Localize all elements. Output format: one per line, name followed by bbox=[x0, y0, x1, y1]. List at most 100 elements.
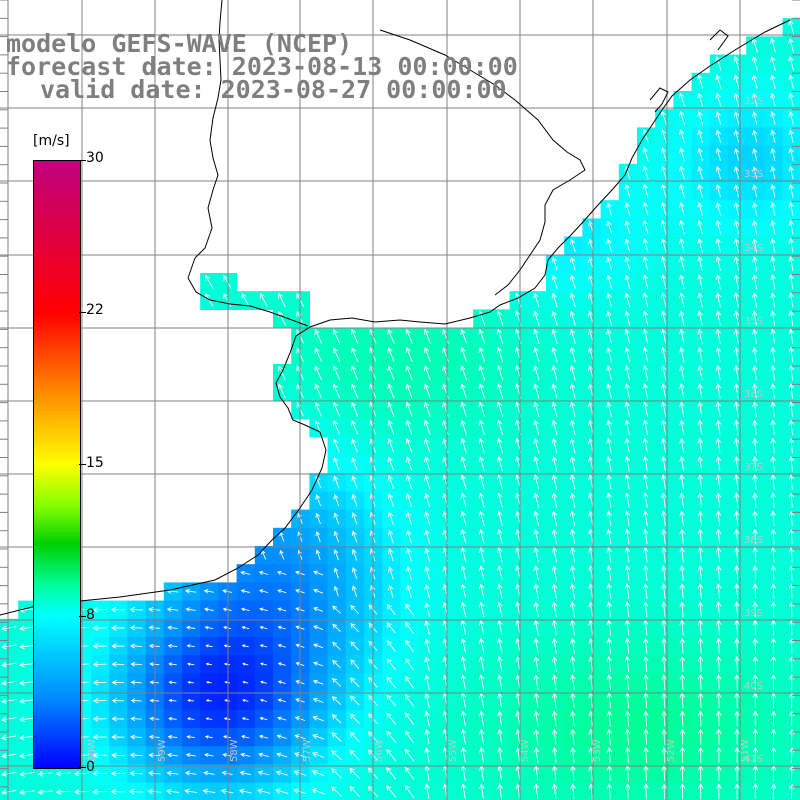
wind-arrow bbox=[606, 220, 613, 234]
wind-arrow bbox=[715, 510, 722, 527]
wind-arrow bbox=[715, 346, 722, 363]
wind-arrow bbox=[332, 329, 341, 344]
wind-arrow bbox=[315, 549, 321, 561]
ocean-cell bbox=[236, 782, 256, 800]
wind-arrow bbox=[331, 696, 342, 706]
wind-arrow bbox=[92, 734, 107, 740]
wind-arrow bbox=[661, 510, 667, 527]
wind-arrow bbox=[679, 110, 686, 126]
wind-arrow bbox=[460, 783, 467, 800]
wind-arrow bbox=[697, 183, 703, 198]
wind-arrow bbox=[279, 549, 285, 560]
wind-arrow bbox=[404, 766, 415, 780]
wind-arrow bbox=[697, 728, 704, 745]
wind-arrow bbox=[186, 735, 195, 739]
wind-arrow bbox=[184, 788, 198, 795]
wind-arrow bbox=[606, 346, 612, 363]
longitude-label: 60W bbox=[87, 739, 98, 762]
wind-arrow bbox=[752, 710, 759, 727]
wind-arrow bbox=[405, 438, 413, 454]
wind-arrow bbox=[333, 512, 340, 525]
wind-arrow bbox=[733, 129, 740, 143]
title-forecast-date: forecast date: 2023-08-13 00:00:00 bbox=[6, 52, 518, 81]
wind-arrow bbox=[92, 752, 107, 759]
wind-arrow bbox=[770, 674, 777, 691]
wind-arrow bbox=[752, 492, 758, 508]
wind-arrow bbox=[404, 675, 415, 689]
wind-arrow bbox=[788, 165, 794, 180]
wind-arrow bbox=[788, 437, 795, 454]
wind-arrow bbox=[242, 662, 249, 666]
wind-arrow bbox=[642, 128, 649, 144]
wind-arrow bbox=[424, 620, 430, 635]
wind-arrow bbox=[386, 785, 397, 798]
wind-arrow bbox=[460, 529, 467, 545]
wind-arrow bbox=[204, 607, 214, 612]
wind-arrow bbox=[332, 383, 341, 399]
wind-arrow bbox=[679, 601, 685, 618]
ocean-cell bbox=[782, 145, 800, 165]
wind-arrow bbox=[752, 346, 758, 363]
wind-arrow bbox=[110, 606, 125, 613]
wind-arrow bbox=[624, 655, 631, 672]
wind-arrow bbox=[788, 255, 794, 272]
wind-arrow bbox=[660, 328, 667, 344]
wind-arrow bbox=[478, 528, 485, 545]
wind-arrow bbox=[734, 783, 740, 800]
wind-arrow bbox=[788, 129, 794, 143]
wind-arrow bbox=[259, 644, 268, 648]
wind-arrow bbox=[386, 622, 396, 634]
wind-arrow bbox=[277, 662, 286, 666]
wind-arrow bbox=[752, 419, 758, 436]
colorbar-tick-15: 15 bbox=[86, 455, 104, 471]
wind-arrow bbox=[19, 698, 35, 704]
wind-arrow bbox=[129, 752, 143, 758]
wind-arrow bbox=[333, 475, 340, 489]
wind-arrow bbox=[351, 401, 359, 417]
wind-arrow bbox=[387, 548, 394, 562]
wind-arrow bbox=[715, 274, 721, 290]
wind-arrow bbox=[569, 310, 576, 326]
wind-arrow bbox=[678, 92, 686, 107]
wind-arrow bbox=[643, 746, 649, 763]
wind-arrow bbox=[588, 583, 594, 599]
wind-arrow bbox=[715, 183, 722, 198]
wind-arrow bbox=[788, 237, 794, 253]
wind-arrow bbox=[185, 625, 196, 630]
wind-arrow bbox=[424, 456, 431, 472]
wind-arrow bbox=[496, 383, 504, 399]
wind-arrow bbox=[333, 585, 339, 597]
wind-arrow bbox=[332, 401, 341, 417]
wind-arrow bbox=[424, 783, 430, 800]
wind-arrow bbox=[277, 607, 287, 612]
wind-arrow bbox=[733, 292, 740, 308]
wind-arrow bbox=[569, 601, 576, 618]
wind-arrow bbox=[460, 383, 467, 399]
wind-arrow bbox=[624, 528, 631, 545]
wind-arrow bbox=[569, 419, 576, 436]
wind-arrow bbox=[661, 546, 667, 563]
wind-arrow bbox=[423, 401, 431, 417]
wind-arrow bbox=[606, 637, 613, 654]
wind-arrow bbox=[277, 589, 287, 594]
wind-arrow bbox=[460, 565, 467, 581]
wind-arrow bbox=[624, 437, 631, 454]
coastline-segment bbox=[187, 0, 223, 279]
wind-arrow bbox=[460, 474, 467, 490]
wind-arrow bbox=[533, 510, 540, 527]
wind-arrow bbox=[404, 730, 415, 744]
wind-arrow bbox=[551, 292, 558, 308]
wind-arrow bbox=[424, 602, 430, 617]
wind-arrow bbox=[624, 238, 631, 253]
wind-arrow bbox=[679, 710, 686, 727]
wind-arrow bbox=[643, 710, 649, 727]
wind-arrow bbox=[770, 111, 776, 125]
wind-arrow bbox=[697, 583, 704, 599]
wind-arrow bbox=[460, 619, 467, 636]
wind-arrow bbox=[606, 510, 612, 526]
wind-arrow bbox=[642, 528, 649, 545]
wind-arrow bbox=[588, 546, 594, 563]
wind-arrow bbox=[770, 92, 776, 107]
wind-arrow bbox=[697, 274, 703, 290]
wind-arrow bbox=[679, 746, 686, 763]
